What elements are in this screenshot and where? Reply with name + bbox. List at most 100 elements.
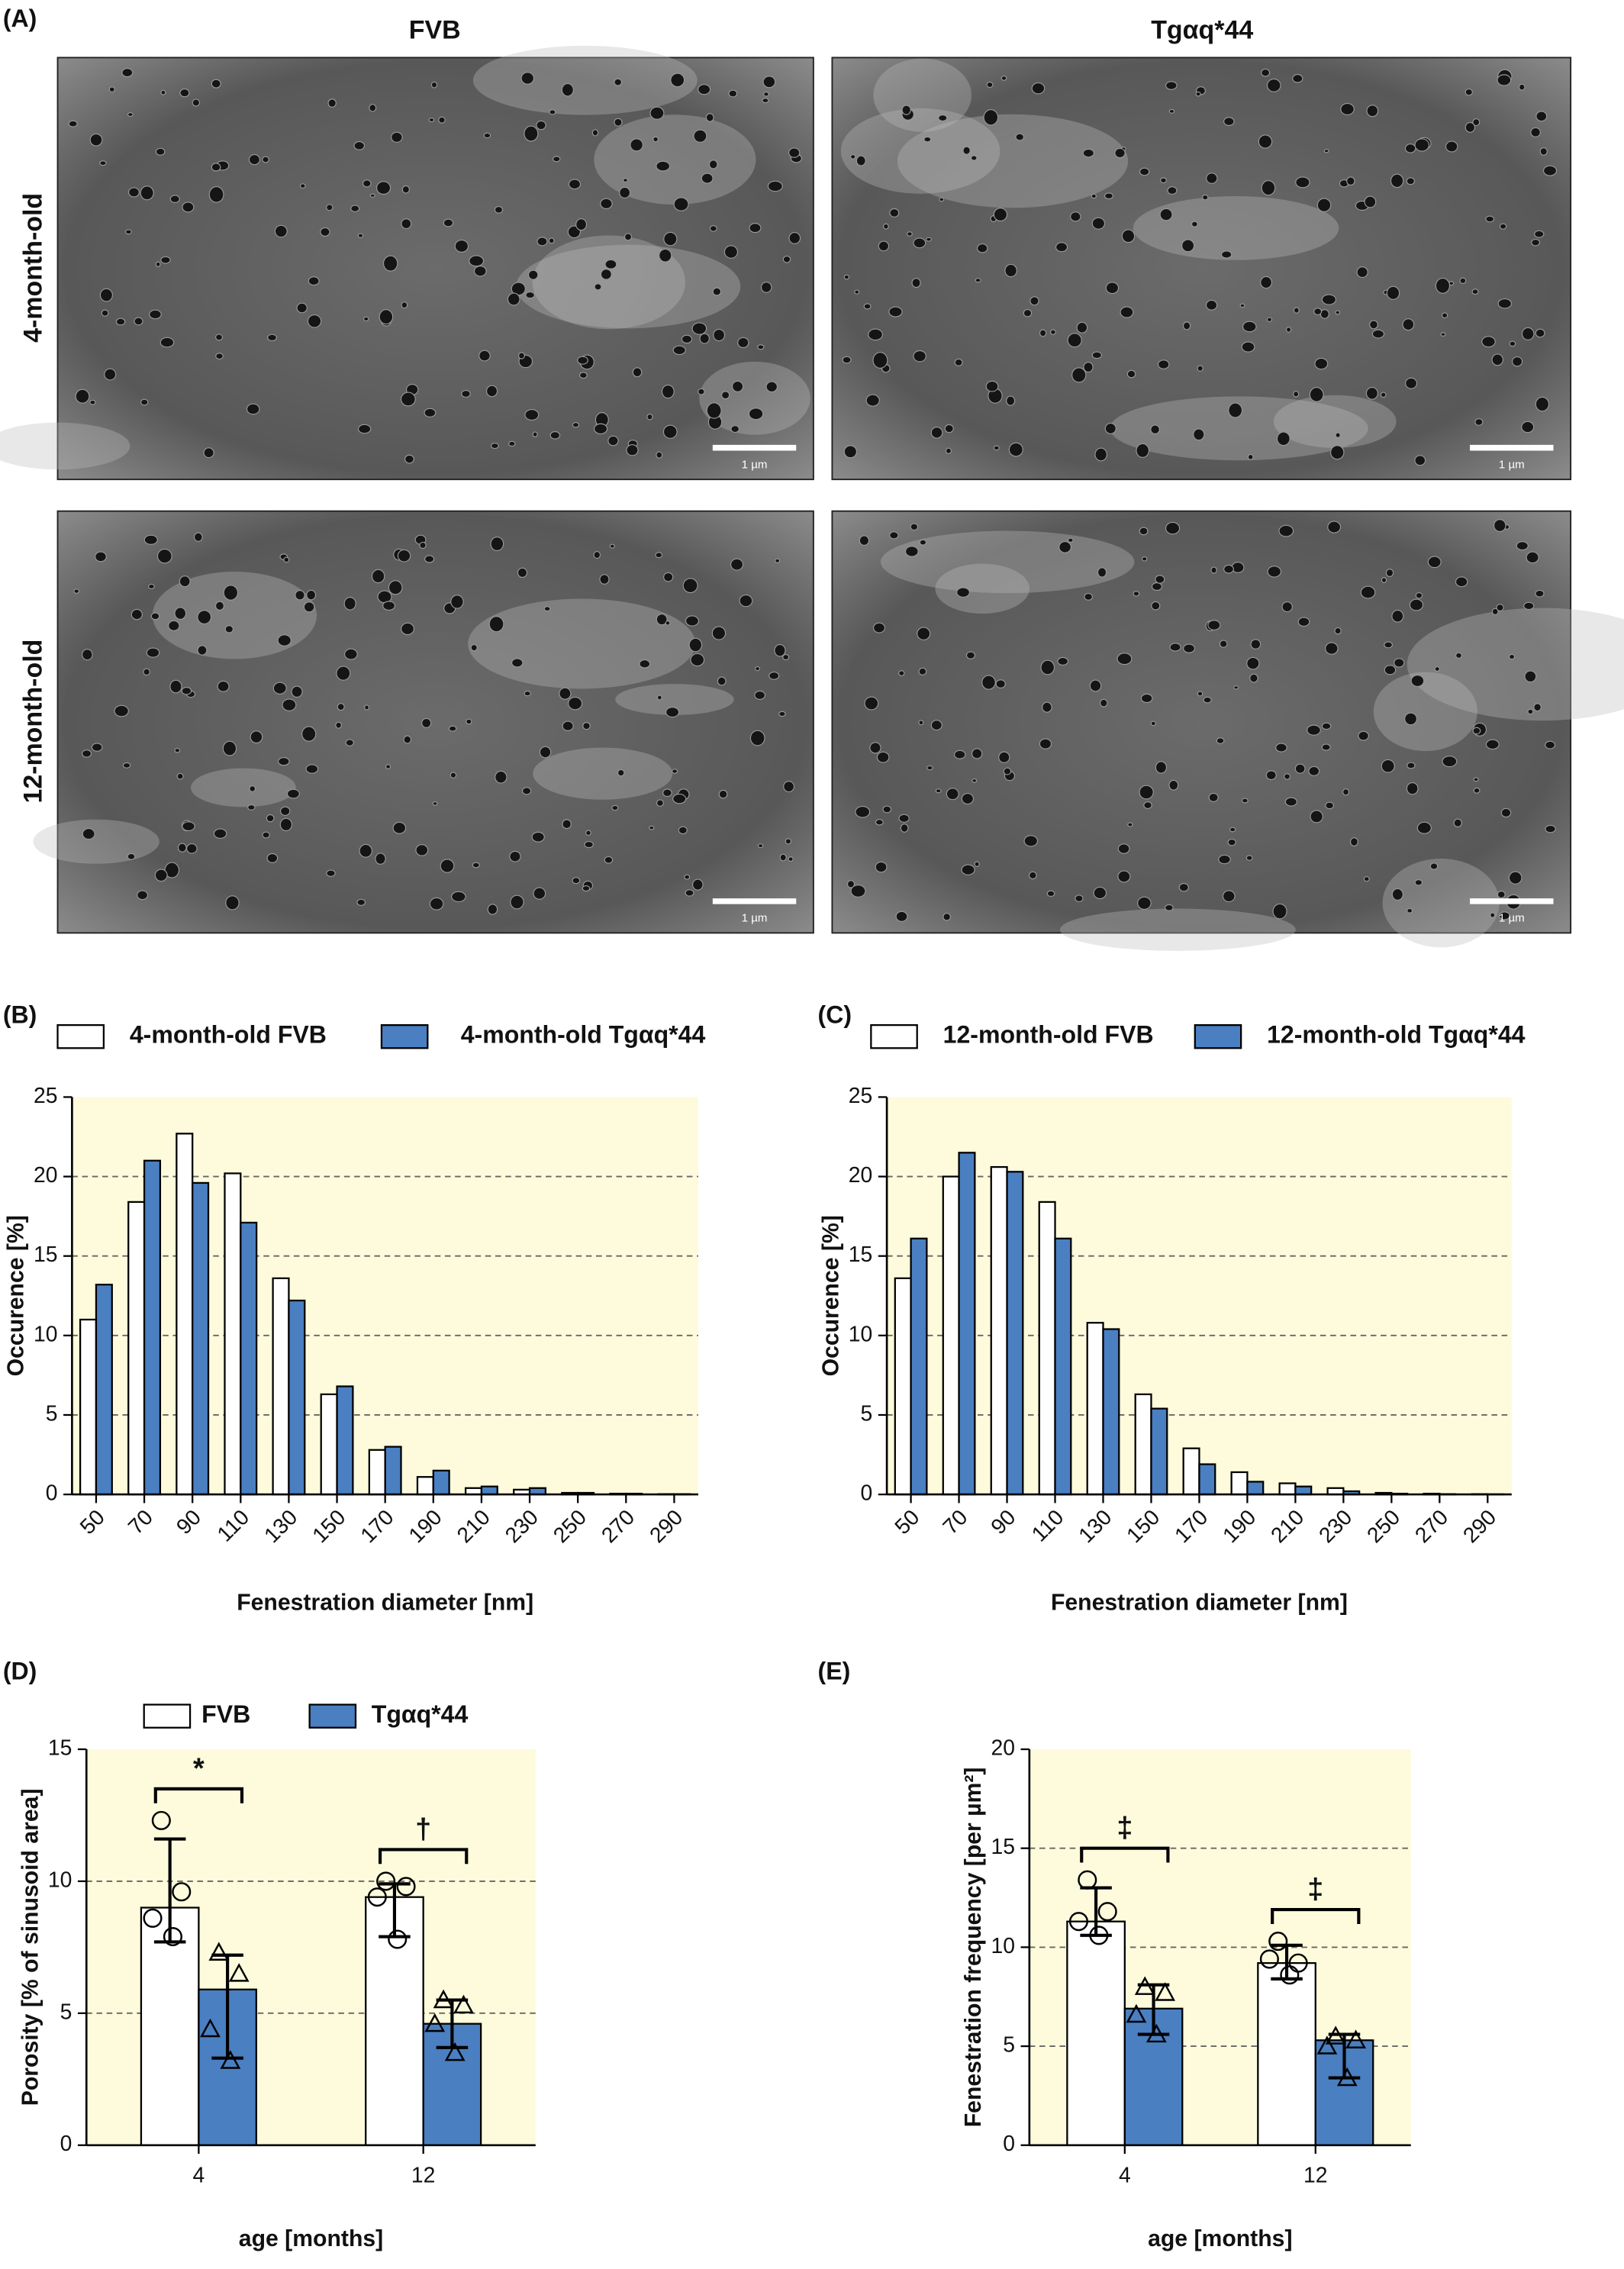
significance-label: ‡ <box>1307 1873 1323 1905</box>
fenestration <box>350 205 360 212</box>
fenestration <box>672 793 687 804</box>
fenestration <box>266 852 279 863</box>
fenestration <box>898 670 905 676</box>
fenestration <box>1473 777 1479 782</box>
fenestration <box>985 380 999 392</box>
fenestration <box>762 76 776 89</box>
fenestration <box>1330 445 1345 460</box>
fenestration <box>392 821 407 834</box>
fenestration <box>760 282 772 293</box>
fenestration <box>1266 317 1273 322</box>
fenestration <box>1216 737 1225 744</box>
fenestration <box>962 146 971 155</box>
fenestration <box>1182 321 1191 330</box>
fenestration <box>155 147 166 156</box>
x-tick-label: 190 <box>1218 1504 1261 1547</box>
fenestration <box>1139 785 1154 800</box>
fenestration <box>749 730 765 746</box>
fenestration <box>517 567 528 579</box>
fenestration <box>543 606 551 612</box>
fenestration <box>1258 134 1273 149</box>
fenestration <box>1442 756 1458 768</box>
fenestration <box>859 535 870 546</box>
bar <box>368 1449 386 1496</box>
fenestration <box>767 180 783 192</box>
fenestration <box>520 72 535 85</box>
fenestration <box>511 658 524 668</box>
fenestration <box>863 303 872 310</box>
fenestration <box>889 208 900 218</box>
legend-swatch <box>380 1024 429 1049</box>
fenestration <box>356 898 366 906</box>
fenestration <box>1334 627 1342 635</box>
fenestration <box>1496 604 1504 611</box>
bar <box>1054 1237 1072 1496</box>
data-point <box>1316 2035 1338 2055</box>
fenestration <box>993 445 1000 451</box>
x-tick-label: 170 <box>356 1504 398 1547</box>
fenestration <box>379 309 394 325</box>
fenestration <box>127 852 136 860</box>
plot-background <box>887 1097 1512 1495</box>
fenestration <box>665 707 680 718</box>
fenestration <box>1539 147 1548 156</box>
y-tick-label: 0 <box>1003 2131 1015 2155</box>
fenestration <box>662 424 678 439</box>
fenestration <box>737 337 749 349</box>
fenestration <box>1197 365 1204 372</box>
fenestration <box>649 106 665 120</box>
legend-label: 4-month-old FVB <box>130 1021 327 1049</box>
fenestration <box>1414 138 1430 152</box>
fenestration <box>1386 285 1400 300</box>
fenestration <box>246 403 260 415</box>
legend-swatch <box>56 1024 105 1049</box>
fenestration <box>473 266 487 277</box>
fenestration <box>1159 208 1173 221</box>
fenestration <box>918 720 924 726</box>
x-tick-label: 270 <box>1410 1504 1452 1547</box>
bar <box>95 1284 113 1496</box>
fenestration <box>1178 882 1189 892</box>
fenestration <box>536 120 546 131</box>
fenestration <box>1499 223 1507 230</box>
fenestration <box>262 156 269 163</box>
fenestration <box>661 384 675 399</box>
fenestration <box>995 679 1006 688</box>
fenestration <box>1342 788 1350 796</box>
texture <box>533 747 673 800</box>
texture <box>152 572 317 659</box>
fenestration <box>1293 307 1300 314</box>
fenestration <box>404 454 414 464</box>
fenestration <box>336 666 351 681</box>
data-point <box>172 1882 192 1902</box>
fenestration <box>247 804 256 811</box>
fenestration <box>1321 294 1336 305</box>
fenestration <box>1141 556 1148 562</box>
fenestration <box>213 828 227 839</box>
fenestration <box>1167 186 1178 195</box>
fenestration <box>1233 685 1239 690</box>
bar <box>192 1181 210 1496</box>
fenestration <box>301 726 317 742</box>
texture <box>516 244 741 329</box>
fenestration <box>663 572 674 582</box>
fenestration <box>1023 309 1033 317</box>
panel-label: (D) <box>3 1657 37 1684</box>
data-point <box>1078 1870 1097 1890</box>
x-axis-label: age [months] <box>239 2226 383 2251</box>
fenestration <box>1261 69 1271 77</box>
x-tick-label: 130 <box>1074 1504 1116 1547</box>
fenestration <box>353 140 366 150</box>
fenestration <box>1508 653 1516 660</box>
fenestration <box>249 785 256 792</box>
fenestration <box>1091 217 1106 230</box>
fenestration <box>1084 593 1093 601</box>
x-tick-label: 90 <box>986 1504 1020 1539</box>
fenestration <box>1285 327 1292 333</box>
data-point <box>1134 1976 1155 1995</box>
x-tick-label: 90 <box>171 1504 205 1539</box>
micrograph: 1 µm <box>831 510 1624 951</box>
fenestration <box>179 89 190 98</box>
fenestration <box>1229 827 1236 833</box>
